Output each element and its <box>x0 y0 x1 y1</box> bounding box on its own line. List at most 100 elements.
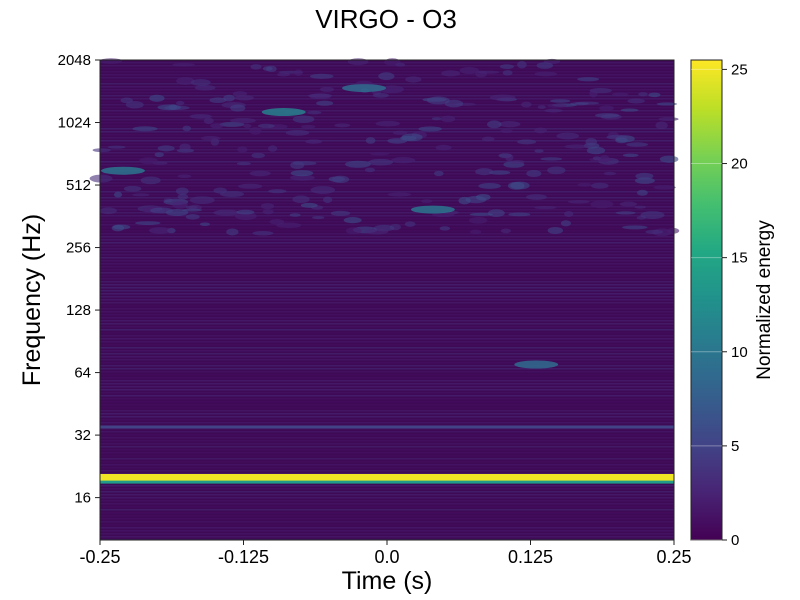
energy-speckle <box>534 205 557 210</box>
energy-speckle <box>220 191 244 198</box>
energy-speckle <box>622 225 648 230</box>
spectrogram-row <box>100 500 674 502</box>
spectrogram-row <box>100 470 674 472</box>
spectrogram-row <box>100 473 674 475</box>
energy-speckle <box>132 193 150 197</box>
energy-speckle <box>268 145 278 152</box>
spectrogram-row <box>100 443 674 445</box>
energy-speckle <box>499 129 513 134</box>
energy-speckle <box>203 117 214 125</box>
spectrogram-row <box>100 344 674 346</box>
spectrogram-row <box>100 335 674 337</box>
spectrogram-row <box>100 455 674 457</box>
spectrogram-row <box>100 173 674 175</box>
energy-speckle <box>157 145 175 152</box>
spectrogram-row <box>100 248 674 250</box>
spectrogram-row <box>100 323 674 325</box>
spectrogram-row <box>100 416 674 418</box>
energy-speckle <box>468 216 488 224</box>
spectrogram-row <box>100 299 674 301</box>
energy-speckle <box>189 196 215 205</box>
energy-speckle <box>431 117 442 121</box>
energy-speckle <box>645 229 664 235</box>
energy-speckle <box>534 71 557 77</box>
energy-speckle <box>237 183 263 189</box>
energy-speckle <box>595 113 620 118</box>
spectrogram-row <box>100 110 674 112</box>
spectrogram-row <box>100 251 674 253</box>
energy-speckle <box>343 217 362 224</box>
energy-speckle <box>507 181 525 190</box>
energy-speckle <box>426 96 450 105</box>
energy-speckle <box>487 120 502 129</box>
spectrogram-row <box>100 257 674 259</box>
energy-speckle <box>257 123 275 129</box>
energy-blob <box>261 108 306 117</box>
energy-speckle <box>526 194 547 200</box>
energy-speckle <box>260 203 275 210</box>
spectrogram-row <box>100 236 674 238</box>
spectrogram-row <box>100 242 674 244</box>
energy-speckle <box>312 216 325 220</box>
y-tick-label: 128 <box>66 302 91 319</box>
energy-speckle <box>316 100 334 106</box>
energy-speckle <box>199 222 211 227</box>
y-tick-label: 64 <box>74 365 91 382</box>
spectrogram-row <box>100 68 674 70</box>
spectrogram-row <box>100 134 674 136</box>
energy-speckle <box>536 62 554 69</box>
energy-speckle <box>330 210 351 216</box>
spectrogram-row <box>100 317 674 319</box>
energy-speckle <box>502 70 513 76</box>
spectrogram-row <box>100 449 674 451</box>
spectrogram-row <box>100 137 674 139</box>
energy-speckle <box>435 144 452 151</box>
energy-speckle <box>230 117 256 124</box>
colorbar-tick-label: 20 <box>731 156 748 173</box>
y-tick-label: 512 <box>66 177 91 194</box>
spectrogram-row <box>100 128 674 130</box>
energy-speckle <box>149 94 165 102</box>
y-axis: 16 32 64 128 256 512 1024 2048 <box>58 52 100 507</box>
spectrogram-row <box>100 536 674 538</box>
energy-speckle <box>269 219 285 225</box>
energy-speckle <box>547 226 564 234</box>
energy-speckle <box>175 187 189 195</box>
energy-speckle <box>236 209 255 215</box>
energy-speckle <box>150 207 174 214</box>
energy-speckle <box>420 199 433 204</box>
spectrogram-row <box>100 437 674 439</box>
energy-speckle <box>347 58 369 66</box>
x-tick-label: 0.0 <box>374 547 399 567</box>
spectrogram-row <box>100 200 674 202</box>
spectrogram-row <box>100 434 674 436</box>
spectrogram-row <box>100 428 674 430</box>
spectrogram-row <box>100 515 674 517</box>
spectrogram-row <box>100 224 674 226</box>
spectrogram-row <box>100 386 674 388</box>
energy-speckle <box>185 214 200 220</box>
energy-speckle <box>157 104 182 111</box>
energy-speckle <box>547 104 567 108</box>
energy-speckle <box>655 121 668 130</box>
energy-speckle <box>482 136 495 142</box>
energy-speckle <box>290 170 314 177</box>
spectrogram-row <box>100 71 674 73</box>
spectrogram-row <box>100 170 674 172</box>
energy-speckle <box>262 209 274 215</box>
energy-speckle <box>309 73 334 79</box>
y-axis-label: Frequency (Hz) <box>18 214 46 386</box>
energy-speckle <box>365 137 376 144</box>
energy-speckle <box>556 132 580 140</box>
spectrogram-row <box>100 107 674 109</box>
energy-speckle <box>640 211 665 220</box>
spectrogram-row <box>100 422 674 424</box>
energy-speckle <box>200 135 221 141</box>
spectrogram-row <box>100 185 674 187</box>
energy-speckle <box>564 210 574 218</box>
spectrogram-row <box>100 188 674 190</box>
energy-speckle <box>177 174 192 178</box>
energy-speckle <box>232 91 248 97</box>
energy-line-19hz <box>100 480 674 484</box>
energy-speckle <box>190 79 211 86</box>
